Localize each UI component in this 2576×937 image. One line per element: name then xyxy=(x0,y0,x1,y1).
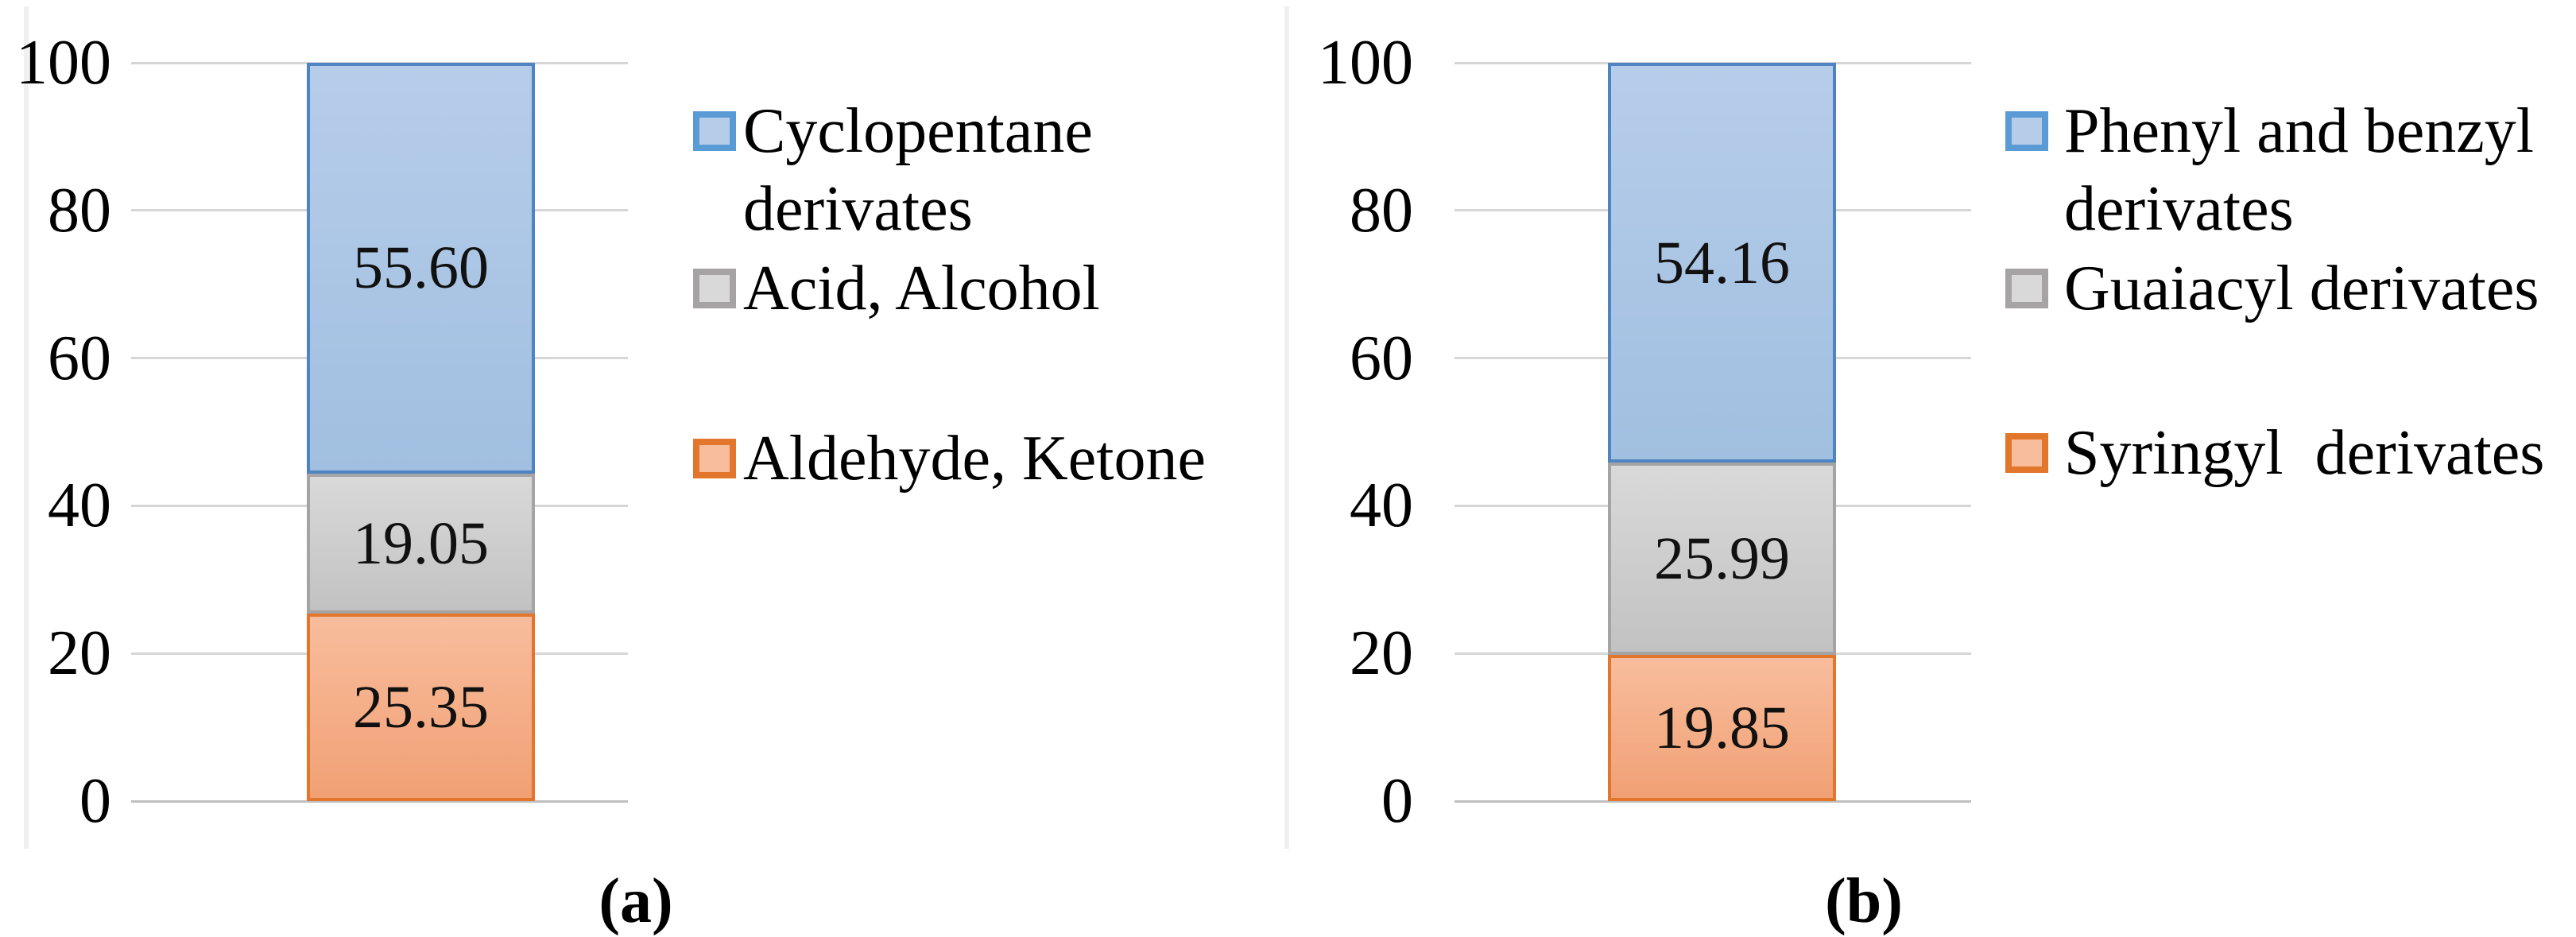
y-axis-tick-label: 0 xyxy=(79,766,111,836)
legend-swatch-blue xyxy=(2005,111,2048,151)
bar-segment-gray: 25.99 xyxy=(1608,463,1836,655)
y-axis-tick-label: 20 xyxy=(1350,618,1413,689)
bar-value-label: 54.16 xyxy=(1654,229,1790,296)
legend-label: Phenyl and benzyl derivates xyxy=(2064,96,2534,244)
y-axis-tick-label: 40 xyxy=(48,470,111,541)
gridline-0 xyxy=(131,800,628,803)
bar-segment-gray: 19.05 xyxy=(307,473,535,614)
stacked-bar: 54.16 25.99 19.85 xyxy=(1608,63,1836,801)
legend-label: Acid, Alcohol xyxy=(743,254,1100,323)
caption-b: (b) xyxy=(1825,866,1903,936)
y-axis-tick-label: 0 xyxy=(1381,766,1413,836)
bar-value-label: 25.35 xyxy=(353,674,489,741)
bar-segment-orange: 19.85 xyxy=(1608,654,1836,801)
y-axis-tick-label: 60 xyxy=(1350,323,1413,393)
bar-value-label: 19.05 xyxy=(353,510,489,577)
y-axis-tick-label: 20 xyxy=(48,618,111,689)
chart-area-edge xyxy=(24,6,29,849)
gridline-0 xyxy=(1455,800,1971,803)
y-axis-tick-label: 80 xyxy=(1350,175,1413,246)
legend-swatch-gray xyxy=(693,269,736,308)
y-axis-tick-label: 60 xyxy=(48,323,111,393)
bar-segment-orange: 25.35 xyxy=(307,614,535,801)
legend-label: Guaiacyl derivates xyxy=(2064,254,2539,323)
legend-label: Syringyl derivates xyxy=(2064,418,2545,488)
stacked-bar: 55.60 19.05 25.35 xyxy=(307,63,535,801)
legend-swatch-blue xyxy=(693,111,736,151)
bar-value-label: 25.99 xyxy=(1654,525,1790,592)
legend-swatch-orange xyxy=(693,439,736,478)
y-axis-tick-label: 100 xyxy=(1318,28,1413,98)
legend-swatch-gray xyxy=(2005,269,2048,308)
caption-a: (a) xyxy=(598,866,673,936)
chart-area-edge xyxy=(1284,6,1289,849)
bar-value-label: 19.85 xyxy=(1654,694,1790,761)
legend-label: Aldehyde, Ketone xyxy=(743,424,1207,494)
legend-label: Cyclopentane derivates xyxy=(743,96,1093,244)
y-axis-tick-label: 40 xyxy=(1350,470,1413,541)
y-axis-tick-label: 100 xyxy=(16,28,111,98)
bar-segment-blue: 54.16 xyxy=(1608,63,1836,463)
bar-value-label: 55.60 xyxy=(353,234,489,302)
legend-swatch-orange xyxy=(2005,433,2048,473)
bar-segment-blue: 55.60 xyxy=(307,63,535,474)
y-axis-tick-label: 80 xyxy=(48,175,111,246)
